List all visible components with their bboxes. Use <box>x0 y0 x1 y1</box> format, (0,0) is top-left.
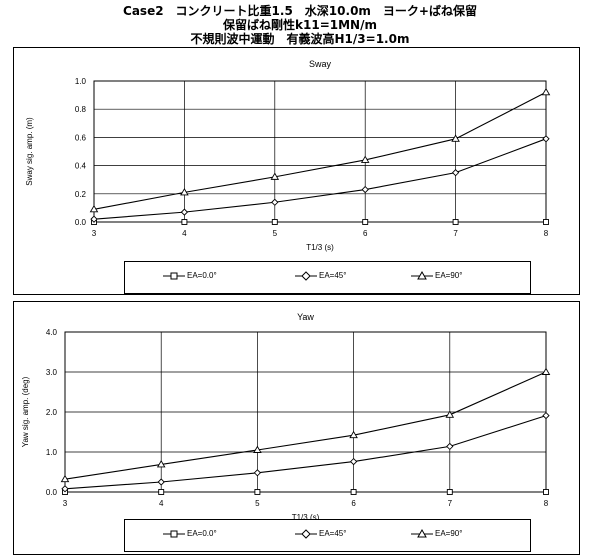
yaw-chart-panel: Yaw 0.0 1.0 2.0 3.0 4.0 3 4 5 6 7 8 T1/3 (s) Yaw sig.… <box>13 301 580 555</box>
sway-xtick-label: 4 <box>182 229 187 238</box>
sway-ytick-label: 1.0 <box>75 77 87 86</box>
sway-point-diamond <box>180 208 189 216</box>
sway-legend-item-ea0: EA=0.0° <box>163 271 217 280</box>
yaw-xtick-label: 8 <box>544 499 549 508</box>
sway-ytick-label: 0.6 <box>75 133 87 142</box>
diamond-marker-icon <box>295 270 317 281</box>
yaw-point-square <box>446 489 453 495</box>
sway-point-triangle <box>89 204 99 213</box>
yaw-legend-item-ea45: EA=45° <box>295 528 347 539</box>
sway-ytick-label: 0.2 <box>75 190 87 199</box>
sway-point-triangle <box>180 187 189 196</box>
sway-point-triangle <box>360 155 370 163</box>
yaw-x-axis-label: T1/3 (s) <box>292 513 320 522</box>
sway-point-diamond <box>542 135 550 143</box>
sway-legend: EA=0.0° EA=45° EA=90° <box>124 261 531 294</box>
yaw-point-triangle <box>156 460 166 468</box>
sway-point-square <box>543 219 549 225</box>
yaw-ytick-label: 1.0 <box>46 448 58 457</box>
yaw-point-triangle <box>445 410 455 418</box>
yaw-ytick-label: 3.0 <box>46 368 58 377</box>
sway-ytick-label: 0.8 <box>75 105 87 114</box>
yaw-point-diamond <box>157 478 165 486</box>
yaw-point-triangle <box>541 367 551 375</box>
sway-point-triangle <box>451 134 460 142</box>
sway-ytick-label: 0.4 <box>75 162 87 171</box>
title-line-1: Case2 コンクリート比重1.5 水深10.0m ヨーク+ばね保留 <box>123 4 477 18</box>
yaw-legend-label-ea90: EA=90° <box>435 529 463 538</box>
sway-x-axis-label: T1/3 (s) <box>306 243 334 252</box>
sway-point-square <box>452 219 459 225</box>
yaw-y-axis-label: Yaw sig. amp. (deg) <box>21 376 30 447</box>
yaw-xtick-label: 5 <box>255 499 260 508</box>
sway-point-square <box>362 219 369 225</box>
yaw-point-triangle <box>349 430 358 439</box>
yaw-series-line-1 <box>64 415 547 490</box>
sway-legend-label-ea0: EA=0.0° <box>187 271 217 280</box>
sway-point-diamond <box>361 185 369 194</box>
square-marker-icon <box>163 272 185 279</box>
yaw-chart: Yaw 0.0 1.0 2.0 3.0 4.0 3 4 5 6 7 8 T1/3 (s) Yaw sig.… <box>21 312 551 522</box>
yaw-ytick-label: 2.0 <box>46 408 58 417</box>
yaw-point-triangle <box>60 474 70 483</box>
yaw-legend-item-ea0: EA=0.0° <box>163 529 217 538</box>
sway-legend-item-ea45: EA=45° <box>295 270 347 281</box>
sway-series-line-1 <box>93 138 547 220</box>
yaw-point-diamond <box>446 442 454 451</box>
sway-point-square <box>181 219 188 225</box>
yaw-point-square <box>254 489 261 495</box>
yaw-point-diamond <box>349 457 358 466</box>
sway-point-diamond <box>90 215 98 223</box>
yaw-ytick-label: 4.0 <box>46 328 58 337</box>
yaw-point-triangle <box>253 445 262 453</box>
yaw-point-square <box>543 489 549 495</box>
sway-chart-panel: Sway 0.0 0.2 0.4 0.6 0.8 1.0 3 4 5 6 7 8 T1/3 (s) Sway… <box>13 47 580 295</box>
yaw-ytick-label: 0.0 <box>46 488 58 497</box>
sway-point-square <box>271 219 278 225</box>
title-line-2: 保留ばね剛性k11=1MN/m <box>223 18 377 32</box>
yaw-point-square <box>158 489 165 495</box>
yaw-legend-label-ea0: EA=0.0° <box>187 529 217 538</box>
sway-xtick-label: 8 <box>544 229 549 238</box>
yaw-xtick-label: 3 <box>63 499 68 508</box>
yaw-point-diamond <box>61 485 69 493</box>
yaw-point-square <box>350 489 357 495</box>
yaw-xtick-label: 6 <box>351 499 356 508</box>
sway-y-axis-label: Sway sig. amp. (m) <box>25 117 34 186</box>
sway-series-line-2 <box>93 91 547 210</box>
yaw-point-diamond <box>542 411 550 420</box>
yaw-legend: EA=0.0° EA=45° EA=90° <box>124 519 531 552</box>
figure-title: Case2 コンクリート比重1.5 水深10.0m ヨーク+ばね保留 保留ばね剛… <box>0 4 600 46</box>
yaw-xtick-label: 7 <box>448 499 453 508</box>
sway-plot-area <box>93 80 547 223</box>
title-line-3: 不規則波中運動 有義波高H1/3=1.0m <box>190 32 410 46</box>
sway-chart: Sway 0.0 0.2 0.4 0.6 0.8 1.0 3 4 5 6 7 8 T1/3 (s) Sway… <box>25 59 551 252</box>
sway-point-triangle <box>541 87 551 96</box>
yaw-series-line-2 <box>64 371 547 480</box>
triangle-marker-icon <box>411 528 433 537</box>
yaw-legend-label-ea45: EA=45° <box>319 529 347 538</box>
sway-xtick-label: 5 <box>273 229 278 238</box>
sway-xtick-label: 3 <box>92 229 97 238</box>
sway-legend-label-ea45: EA=45° <box>319 271 347 280</box>
sway-xtick-label: 6 <box>363 229 368 238</box>
sway-point-diamond <box>451 169 460 177</box>
yaw-point-diamond <box>253 469 262 477</box>
yaw-chart-title: Yaw <box>297 312 314 322</box>
yaw-xtick-label: 4 <box>159 499 164 508</box>
diamond-marker-icon <box>295 528 317 539</box>
square-marker-icon <box>163 530 185 537</box>
sway-chart-title: Sway <box>309 59 332 69</box>
sway-xtick-label: 7 <box>453 229 458 238</box>
sway-legend-label-ea90: EA=90° <box>435 271 463 280</box>
triangle-marker-icon <box>411 270 433 279</box>
sway-legend-item-ea90: EA=90° <box>411 270 463 280</box>
sway-point-diamond <box>271 198 279 206</box>
sway-point-triangle <box>270 172 280 180</box>
sway-ytick-label: 0.0 <box>75 218 87 227</box>
yaw-legend-item-ea90: EA=90° <box>411 528 463 538</box>
